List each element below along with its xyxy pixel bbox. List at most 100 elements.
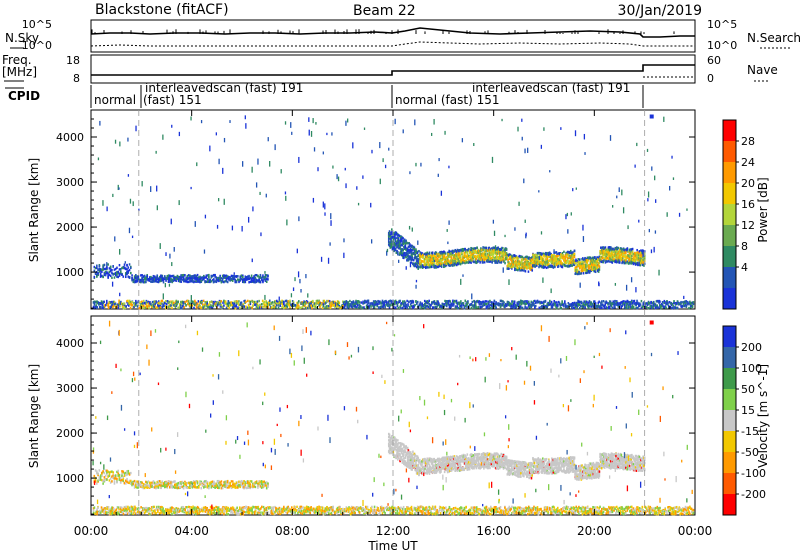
echo-cell: [153, 275, 156, 278]
echo-cell: [239, 277, 242, 280]
echo-cell: [242, 280, 244, 284]
echo-cell: [616, 303, 619, 307]
echo-cell: [214, 273, 216, 277]
echo-cell: [164, 301, 166, 305]
echo-cell: [684, 303, 687, 306]
echo-cell: [512, 260, 515, 263]
echo-cell: [571, 303, 573, 306]
echo-cell: [416, 262, 419, 266]
echo-cell: [549, 301, 551, 304]
echo-cell: [197, 276, 200, 279]
echo-cell: [675, 306, 678, 310]
echo-cell: [408, 305, 411, 309]
echo-cell: [438, 303, 440, 307]
echo-cell: [318, 300, 320, 304]
echo-cell: [257, 279, 259, 282]
echo-cell: [558, 301, 561, 305]
echo-cell: [104, 267, 107, 270]
echo-cell: [170, 277, 172, 281]
echo-cell: [385, 303, 387, 307]
echo-cell: [638, 302, 641, 305]
echo-cell: [413, 247, 416, 251]
echo-cell: [654, 303, 657, 306]
echo-cell: [682, 301, 684, 304]
echo-cell: [122, 302, 125, 305]
echo-cell: [149, 301, 151, 304]
echo-cell: [444, 299, 446, 303]
echo-cell: [305, 302, 307, 305]
echo-cell: [433, 300, 436, 304]
echo-cell: [541, 256, 543, 260]
echo-cell: [209, 278, 211, 281]
echo-cell: [469, 303, 472, 307]
echo-cell: [113, 268, 116, 271]
echo-cell: [206, 305, 208, 308]
echo-cell: [316, 302, 319, 305]
echo-cell: [435, 251, 438, 255]
echo-cell: [656, 304, 659, 307]
echo-cell: [437, 259, 439, 262]
echo-cell: [409, 299, 412, 303]
echo-cell: [337, 301, 340, 304]
echo-cell: [399, 305, 401, 308]
echo-cell: [652, 301, 654, 304]
echo-cell: [556, 306, 558, 310]
echo-cell: [161, 305, 164, 309]
echo-cell: [201, 276, 204, 279]
echo-cell: [362, 306, 364, 310]
echo-cell: [114, 305, 117, 309]
echo-cell: [169, 277, 171, 280]
echo-cell: [507, 303, 510, 306]
echo-cell: [570, 303, 572, 307]
freq-right-tick-top: 60: [707, 54, 721, 67]
cpid-segment-interleaved-1: interleavedscan (fast) 191: [145, 81, 303, 95]
echo-cell: [343, 300, 346, 304]
echo-cell: [628, 261, 630, 265]
echo-cell: [154, 302, 157, 306]
echo-cell: [526, 267, 528, 270]
echo-cell: [445, 304, 448, 308]
echo-cell: [111, 303, 113, 307]
echo-cell: [99, 302, 102, 305]
echo-cell: [116, 306, 119, 309]
echo-cell: [679, 302, 681, 305]
echo-cell: [667, 305, 670, 308]
echo-cell: [418, 257, 421, 260]
echo-cell: [314, 305, 317, 308]
echo-cell: [389, 233, 392, 237]
echo-cell: [93, 303, 96, 306]
echo-cell: [303, 300, 305, 303]
echo-cell: [223, 280, 225, 284]
echo-cell: [204, 302, 207, 306]
echo-cell: [482, 302, 485, 305]
echo-cell: [260, 306, 262, 309]
echo-cell: [482, 246, 484, 249]
echo-cell: [530, 300, 533, 303]
echo-cell: [496, 261, 499, 264]
echo-cell: [107, 304, 110, 308]
echo-cell: [228, 306, 231, 310]
echo-cell: [162, 278, 165, 282]
echo-cell: [663, 306, 666, 309]
echo-cell: [446, 301, 449, 304]
echo-cell: [501, 247, 504, 250]
echo-cell: [177, 279, 180, 282]
echo-cell: [564, 257, 567, 261]
echo-cell: [472, 249, 475, 252]
echo-cell: [597, 305, 600, 308]
echo-cell: [661, 303, 664, 307]
echo-cell: [643, 301, 645, 304]
echo-cell: [544, 265, 546, 269]
echo-cell: [96, 300, 98, 303]
echo-cell: [99, 275, 102, 278]
echo-cell: [99, 305, 102, 309]
echo-cell: [482, 300, 484, 304]
echo-cell: [453, 303, 455, 306]
echo-cell: [231, 304, 234, 307]
echo-cell: [248, 281, 250, 284]
echo-cell: [163, 276, 166, 279]
echo-cell: [219, 274, 221, 278]
echo-cell: [379, 301, 382, 304]
echo-cell: [458, 251, 460, 255]
echo-cell: [582, 269, 584, 273]
